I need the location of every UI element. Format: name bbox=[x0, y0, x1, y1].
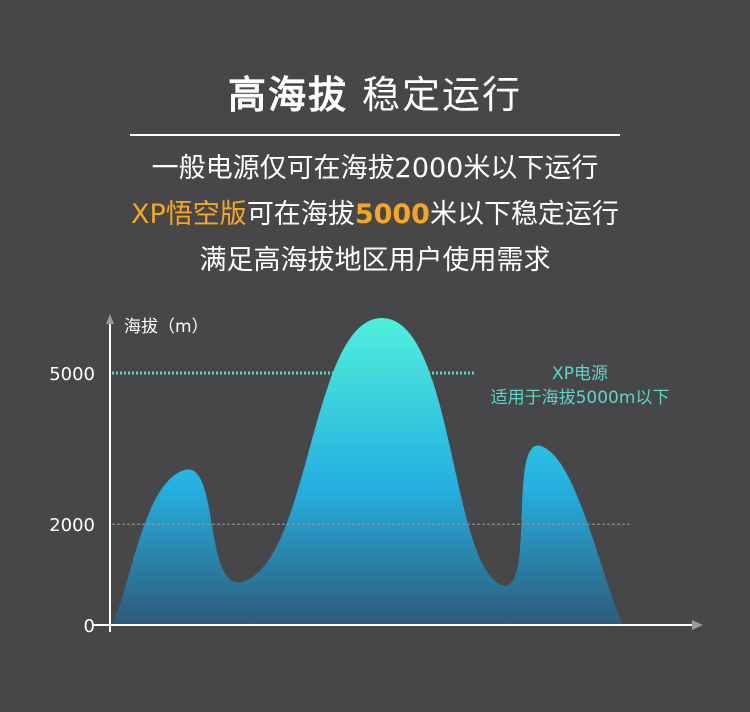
title-bold: 高海拔 bbox=[227, 73, 348, 117]
annotation-line-2: 适用于海拔5000m以下 bbox=[491, 388, 670, 408]
subtitle-line-3: 满足高海拔地区用户使用需求 bbox=[199, 245, 551, 276]
x-axis-arrow-icon bbox=[692, 620, 703, 630]
line2-end: 米以下稳定运行 bbox=[429, 199, 619, 230]
line2-mid: 可在海拔 bbox=[246, 199, 355, 230]
altitude-value: 5000 bbox=[354, 199, 430, 230]
page-title: 高海拔 稳定运行 bbox=[0, 64, 750, 119]
y-axis-arrow-icon bbox=[106, 314, 114, 324]
y-tick-label: 5000 bbox=[49, 364, 95, 385]
brand-name: XP悟空版 bbox=[131, 199, 247, 230]
title-normal: 稳定运行 bbox=[362, 73, 523, 117]
annotation-line-1: XP电源 bbox=[552, 364, 608, 384]
y-axis-label: 海拔（m） bbox=[124, 317, 209, 337]
y-tick-label: 2000 bbox=[49, 515, 95, 536]
y-tick-label: 0 bbox=[84, 616, 95, 637]
mountain-area bbox=[112, 318, 623, 625]
subtitle-line-2: XP悟空版可在海拔5000米以下稳定运行 bbox=[0, 192, 750, 231]
subtitle-line-1: 一般电源仅可在海拔2000米以下运行 bbox=[151, 153, 599, 184]
divider bbox=[130, 134, 620, 136]
